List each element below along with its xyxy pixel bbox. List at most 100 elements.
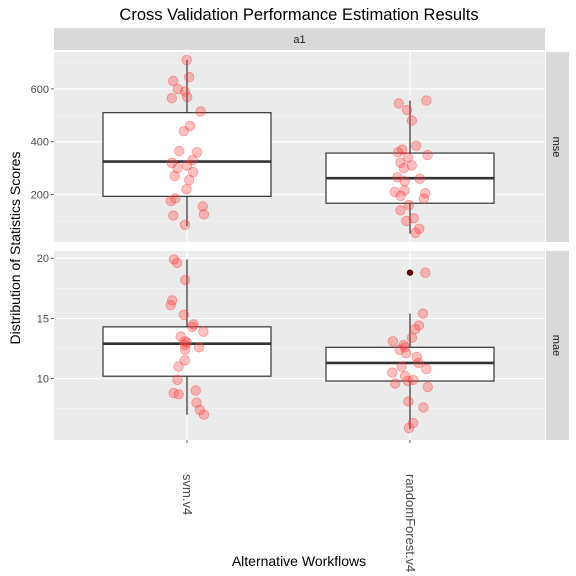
jitter-point: [413, 357, 424, 369]
jitter-point: [197, 201, 209, 212]
jitter-point: [392, 147, 404, 158]
jitter-point: [389, 186, 401, 198]
jitter-point: [187, 166, 199, 178]
jitter-point: [171, 257, 183, 269]
jitter-point: [181, 91, 193, 103]
jitter-point: [407, 374, 419, 386]
jitter-point: [179, 274, 191, 286]
jitter-point: [183, 174, 195, 186]
jitter-point: [198, 209, 210, 220]
x-axis-title: Alternative Workflows: [232, 553, 366, 569]
boxplot-svm.v4: [102, 259, 272, 415]
boxplot-randomForest.v4: [325, 100, 495, 234]
jitter-point: [198, 326, 209, 337]
jitter-point: [172, 83, 184, 95]
facet-panels: 200 400 600 mse 10 15 20 mae: [31, 52, 569, 440]
jitter-point: [168, 254, 180, 265]
jitter-point: [190, 385, 201, 396]
jitter-point: [179, 339, 191, 351]
y-tick-label: 15: [37, 313, 49, 325]
jitter-point: [183, 71, 195, 83]
jitter-point: [402, 152, 414, 163]
jitter-point: [184, 120, 196, 132]
jitter-point: [420, 187, 431, 199]
jitter-point: [406, 115, 418, 126]
jitter-point: [179, 219, 191, 231]
jitter-point: [170, 193, 181, 204]
jitter-point: [407, 417, 419, 429]
jitter-point: [401, 104, 413, 116]
jitter-point: [166, 295, 178, 306]
boxplot-svm.v4: [102, 59, 272, 227]
jitter-point: [168, 387, 179, 399]
jitter-point: [413, 320, 425, 331]
jitter-point: [166, 92, 178, 104]
x-axis: svm.v4 randomForest.v4: [180, 440, 418, 572]
jitter-point: [179, 86, 191, 97]
jitter-point: [420, 267, 431, 278]
jitter-point: [166, 157, 178, 169]
y-tick-label: 400: [31, 137, 49, 149]
x-tick-label: svm.v4: [180, 474, 195, 515]
jitter-point: [179, 344, 191, 355]
y-tick-label: 200: [31, 190, 49, 202]
jitter-point: [395, 157, 406, 169]
jitter-point: [179, 336, 191, 347]
x-tick-label: randomForest.v4: [403, 474, 418, 572]
jitter-point: [187, 154, 198, 166]
box-iqr: [102, 326, 272, 377]
box-iqr: [102, 112, 272, 197]
jitter-point: [173, 361, 184, 372]
jitter-point: [168, 210, 179, 221]
jitter-point: [398, 339, 409, 351]
jitter-point: [403, 396, 414, 407]
jitter-point: [173, 145, 185, 157]
jitter-point: [179, 355, 191, 366]
y-axis-title: Distribution of Statistics Scores: [7, 152, 23, 345]
jitter-point: [390, 378, 401, 389]
outlier-point: [406, 269, 414, 276]
jitter-point: [191, 397, 202, 408]
jitter-point: [188, 319, 199, 330]
jitter-point: [421, 95, 432, 106]
jitter-point: [395, 190, 406, 202]
jitter-point: [406, 160, 417, 171]
chart-title: Cross Validation Performance Estimation …: [119, 6, 478, 24]
jitter-point: [178, 125, 190, 137]
jitter-point: [181, 337, 193, 348]
jitter-point: [175, 331, 186, 342]
jitter-point: [387, 367, 398, 378]
jitter-point: [172, 162, 183, 174]
jitter-point: [418, 402, 429, 413]
jitter-point: [387, 336, 399, 347]
jitter-point: [193, 342, 205, 353]
jitter-point: [173, 389, 184, 400]
jitter-point: [399, 371, 411, 382]
jitter-point: [187, 321, 198, 333]
facet-strip-top: [54, 28, 545, 50]
jitter-point: [411, 140, 422, 151]
jitter-point: [178, 309, 190, 321]
jitter-point: [167, 75, 179, 87]
jitter-point: [195, 106, 206, 117]
jitter-point: [181, 160, 193, 171]
jitter-point: [172, 374, 183, 386]
panel-mse: 200 400 600 mse: [31, 52, 569, 242]
panel-mae: 10 15 20 mae: [37, 251, 569, 440]
jitter-point: [198, 409, 210, 420]
jitter-point: [408, 213, 419, 224]
jitter-point: [417, 308, 429, 319]
jitter-point: [403, 422, 415, 434]
jitter-point: [194, 404, 206, 416]
y-tick-label: 20: [37, 253, 49, 265]
jitter-point: [414, 223, 425, 235]
jitter-point: [169, 170, 180, 182]
jitter-point: [401, 215, 412, 227]
jitter-point: [402, 375, 414, 387]
jitter-point: [165, 300, 176, 311]
facet-strip-label: mse: [550, 137, 562, 158]
facet-strip-label: mae: [550, 335, 562, 356]
facet-strip-right: [546, 52, 569, 242]
jitter-point: [401, 348, 412, 359]
